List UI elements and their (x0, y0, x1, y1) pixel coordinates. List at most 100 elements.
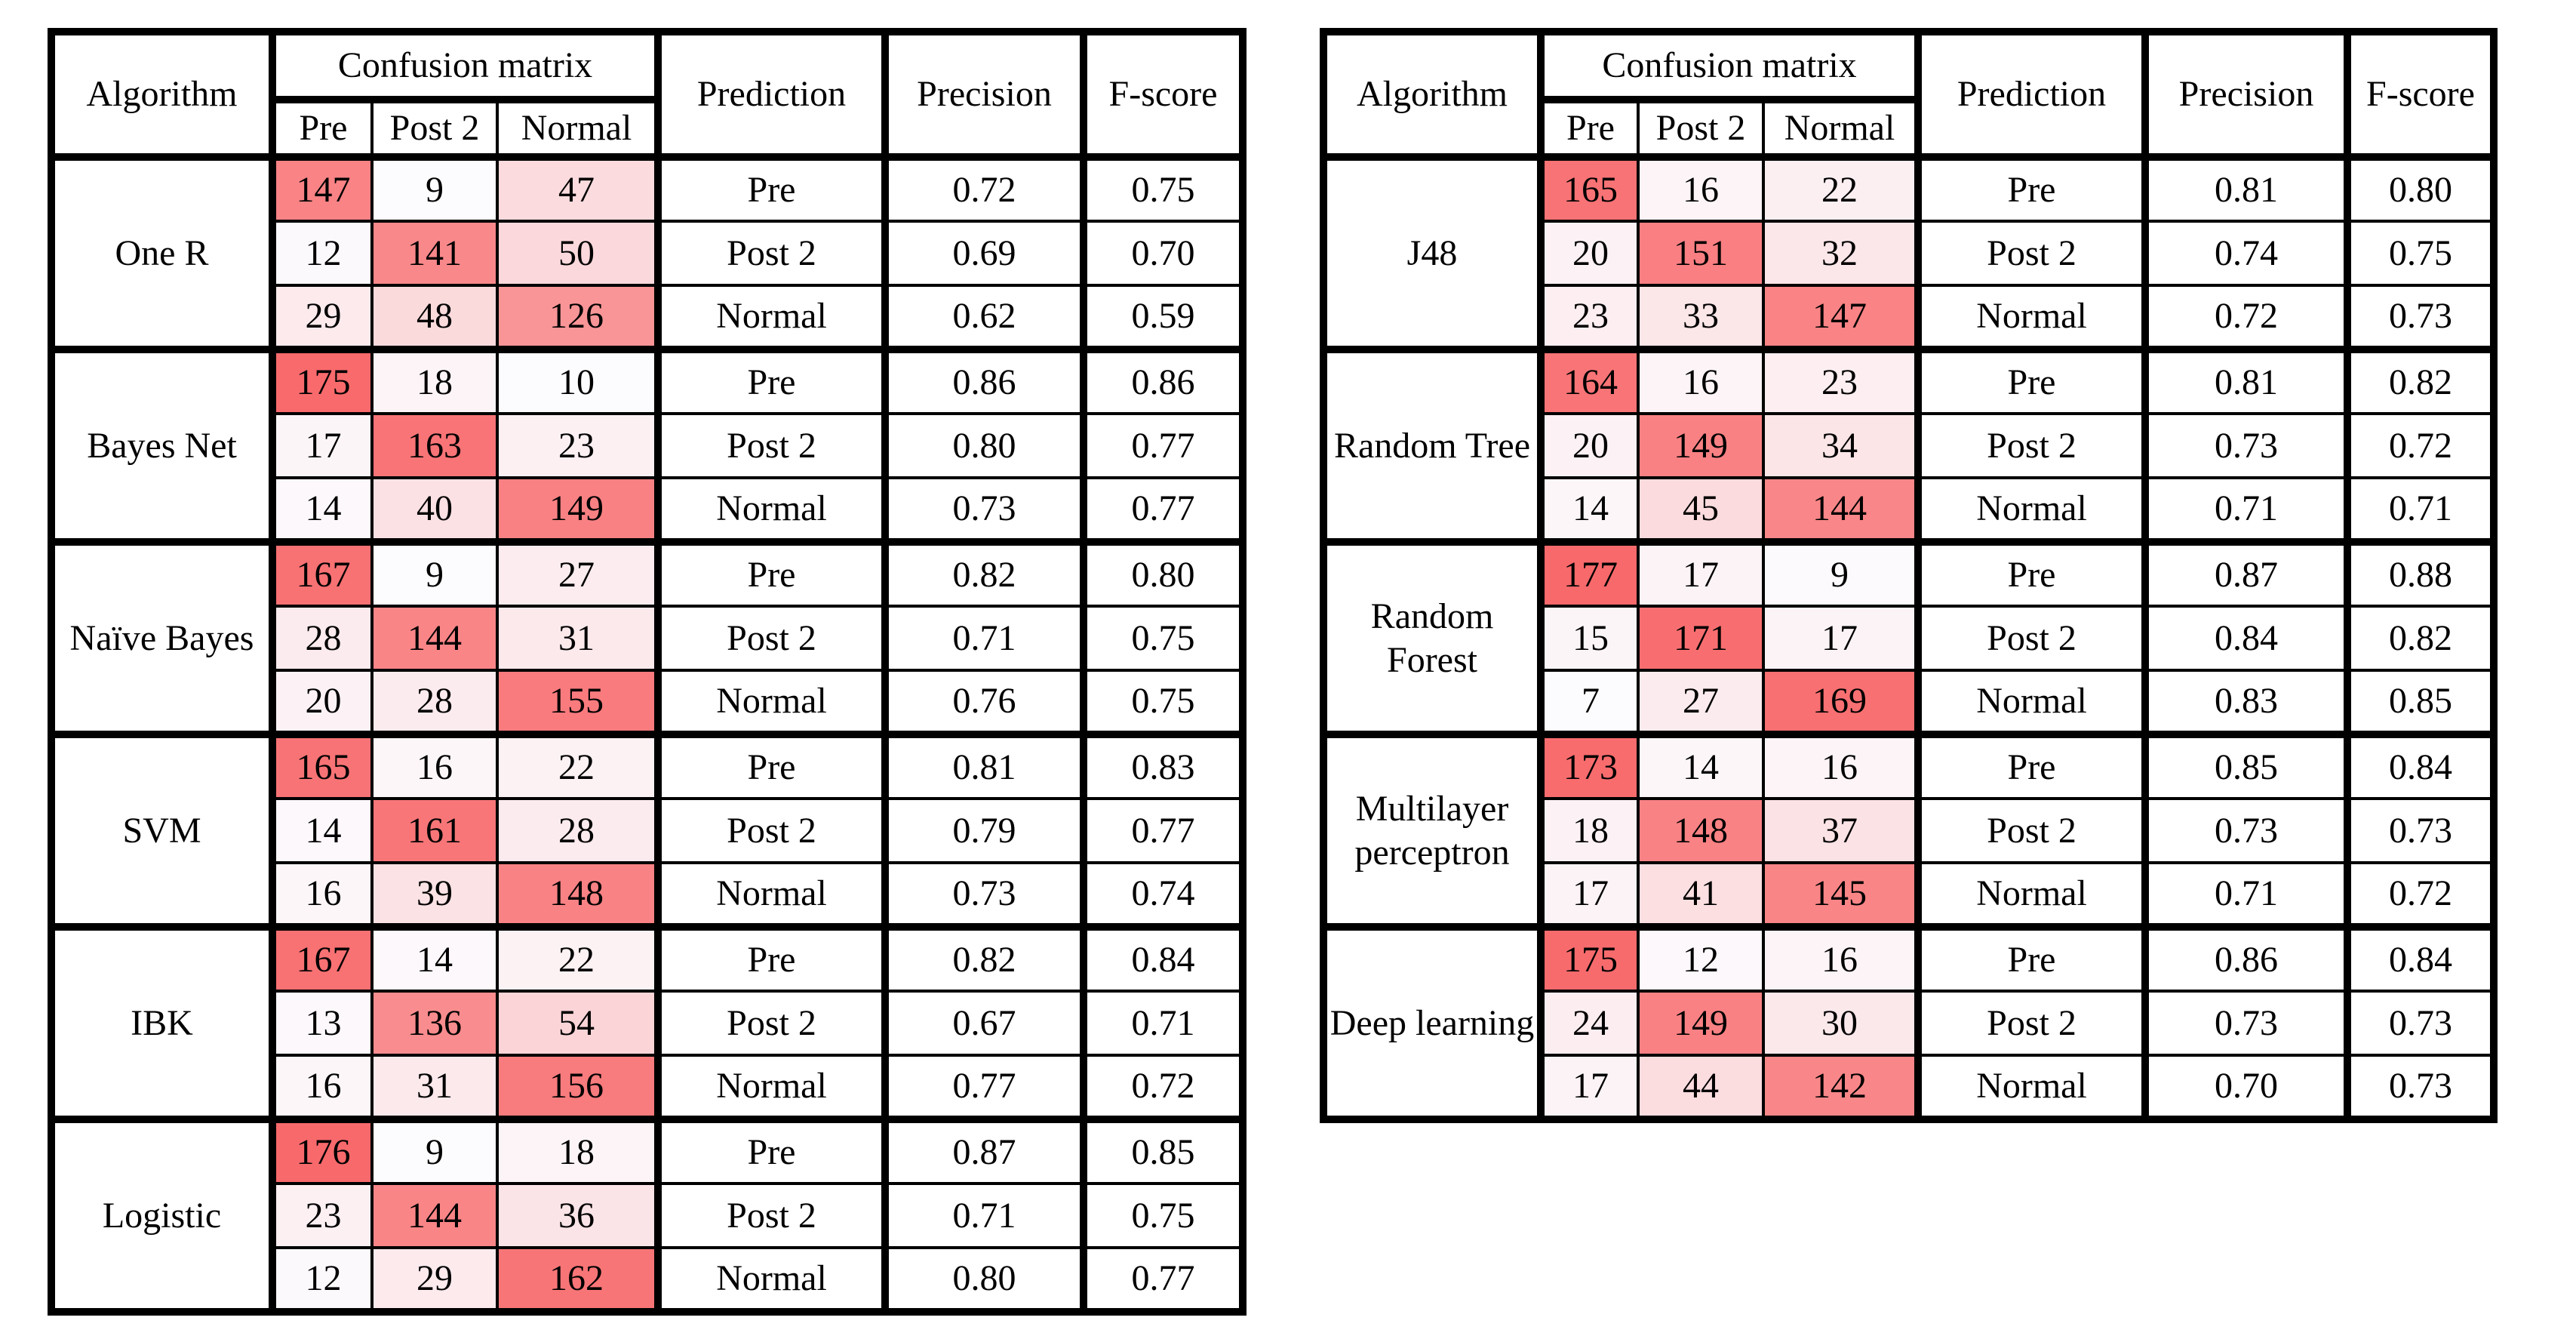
matrix-cell: 16 (269, 1054, 373, 1121)
left-results-table: Algorithm Confusion matrix Prediction Pr… (48, 28, 1247, 1316)
matrix-cell: 36 (496, 1182, 659, 1249)
table-row: J48 165 16 22 Pre 0.81 0.80 (1322, 153, 2495, 351)
matrix-cell: 39 (370, 861, 499, 928)
matrix-cell: 28 (370, 669, 499, 736)
precision-cell: 0.83 (2141, 669, 2349, 736)
matrix-cell: 167 (269, 538, 373, 608)
matrix-cell: 18 (370, 346, 499, 415)
matrix-cell: 17 (1537, 861, 1640, 928)
precision-cell: 0.73 (2141, 990, 2349, 1057)
prediction-cell: Post 2 (1914, 220, 2147, 287)
prediction-cell: Pre (1914, 923, 2147, 993)
matrix-cell: 20 (1537, 412, 1640, 479)
table-row: 20 28 155 Normal 0.76 0.75 (51, 669, 1244, 736)
fscore-cell: 0.85 (2344, 669, 2495, 736)
table-row: Random Tree 164 16 23 Pre 0.81 0.82 (1322, 346, 2495, 543)
fscore-cell: 0.75 (1080, 669, 1244, 736)
matrix-cell: 16 (370, 731, 499, 800)
matrix-cell: 22 (496, 923, 659, 993)
precision-cell: 0.71 (881, 1182, 1085, 1249)
col-header-algorithm: Algorithm (50, 30, 274, 159)
col-header-confusion-matrix: Confusion matrix (1537, 30, 1920, 101)
matrix-cell: 54 (496, 990, 659, 1057)
table-row: 14 40 149 Normal 0.73 0.77 (51, 476, 1244, 543)
matrix-cell: 23 (1537, 284, 1640, 351)
matrix-cell: 171 (1637, 605, 1765, 672)
matrix-cell: 48 (370, 284, 499, 351)
prediction-cell: Normal (1914, 861, 2147, 928)
matrix-cell: 29 (370, 1246, 499, 1313)
matrix-cell: 175 (1537, 923, 1640, 993)
matrix-cell: 147 (1762, 284, 1920, 351)
matrix-cell: 144 (1762, 476, 1920, 543)
right-results-table: Algorithm Confusion matrix Prediction Pr… (1320, 28, 2498, 1123)
prediction-cell: Normal (654, 284, 887, 351)
prediction-cell: Post 2 (1914, 605, 2147, 672)
matrix-cell: 33 (1637, 284, 1765, 351)
fscore-cell: 0.71 (2344, 476, 2495, 543)
matrix-cell: 14 (370, 923, 499, 993)
precision-cell: 0.71 (2141, 476, 2349, 543)
col-header-post2: Post 2 (1637, 96, 1765, 159)
matrix-cell: 165 (1537, 153, 1640, 223)
prediction-cell: Normal (654, 861, 887, 928)
matrix-cell: 9 (1762, 538, 1920, 608)
prediction-cell: Post 2 (654, 1182, 887, 1249)
col-header-prediction: Prediction (1914, 30, 2147, 159)
table-row: 20 149 34 Post 2 0.73 0.72 (1323, 412, 2495, 479)
matrix-cell: 34 (1762, 412, 1920, 479)
table-row: Bayes Net 175 18 10 Pre 0.86 0.86 (50, 346, 1244, 543)
table-row: 15 171 17 Post 2 0.84 0.82 (1323, 605, 2495, 672)
precision-cell: 0.71 (881, 605, 1085, 672)
matrix-cell: 24 (1537, 990, 1640, 1057)
matrix-cell: 30 (1762, 990, 1920, 1057)
fscore-cell: 0.80 (1080, 538, 1244, 608)
prediction-cell: Pre (1914, 538, 2147, 608)
col-header-post2: Post 2 (370, 96, 499, 159)
precision-cell: 0.80 (881, 1246, 1085, 1313)
precision-cell: 0.73 (2141, 797, 2349, 864)
table-row: 16 39 148 Normal 0.73 0.74 (51, 861, 1244, 928)
matrix-cell: 149 (496, 476, 659, 543)
matrix-cell: 9 (370, 538, 499, 608)
matrix-cell: 14 (269, 476, 373, 543)
matrix-cell: 27 (496, 538, 659, 608)
matrix-cell: 15 (1537, 605, 1640, 672)
matrix-cell: 155 (496, 669, 659, 736)
matrix-cell: 7 (1537, 669, 1640, 736)
precision-cell: 0.87 (881, 1116, 1085, 1185)
fscore-cell: 0.85 (1080, 1116, 1244, 1185)
matrix-cell: 156 (496, 1054, 659, 1121)
precision-cell: 0.74 (2141, 220, 2349, 287)
fscore-cell: 0.82 (2344, 346, 2495, 415)
algorithm-cell: Random Forest (1322, 538, 1542, 736)
algorithm-cell: J48 (1322, 153, 1542, 351)
fscore-cell: 0.75 (1080, 1182, 1244, 1249)
matrix-cell: 142 (1762, 1054, 1920, 1121)
matrix-cell: 167 (269, 923, 373, 993)
matrix-cell: 16 (269, 861, 373, 928)
matrix-cell: 27 (1637, 669, 1765, 736)
algorithm-cell: Random Tree (1322, 346, 1542, 543)
fscore-cell: 0.77 (1080, 476, 1244, 543)
fscore-cell: 0.77 (1080, 412, 1244, 479)
table-row: One R 147 9 47 Pre 0.72 0.75 (50, 153, 1244, 351)
algorithm-cell: Naïve Bayes (50, 538, 274, 736)
matrix-cell: 136 (370, 990, 499, 1057)
algorithm-cell: IBK (50, 923, 274, 1121)
prediction-cell: Pre (654, 1116, 887, 1185)
matrix-cell: 175 (269, 346, 373, 415)
matrix-cell: 176 (269, 1116, 373, 1185)
prediction-cell: Pre (654, 923, 887, 993)
matrix-cell: 149 (1637, 412, 1765, 479)
fscore-cell: 0.75 (2344, 220, 2495, 287)
prediction-cell: Post 2 (1914, 797, 2147, 864)
fscore-cell: 0.73 (2344, 1054, 2495, 1121)
matrix-cell: 29 (269, 284, 373, 351)
matrix-cell: 17 (1537, 1054, 1640, 1121)
fscore-cell: 0.73 (2344, 990, 2495, 1057)
col-header-algorithm: Algorithm (1322, 30, 1542, 159)
precision-cell: 0.80 (881, 412, 1085, 479)
precision-cell: 0.85 (2141, 731, 2349, 800)
fscore-cell: 0.77 (1080, 1246, 1244, 1313)
